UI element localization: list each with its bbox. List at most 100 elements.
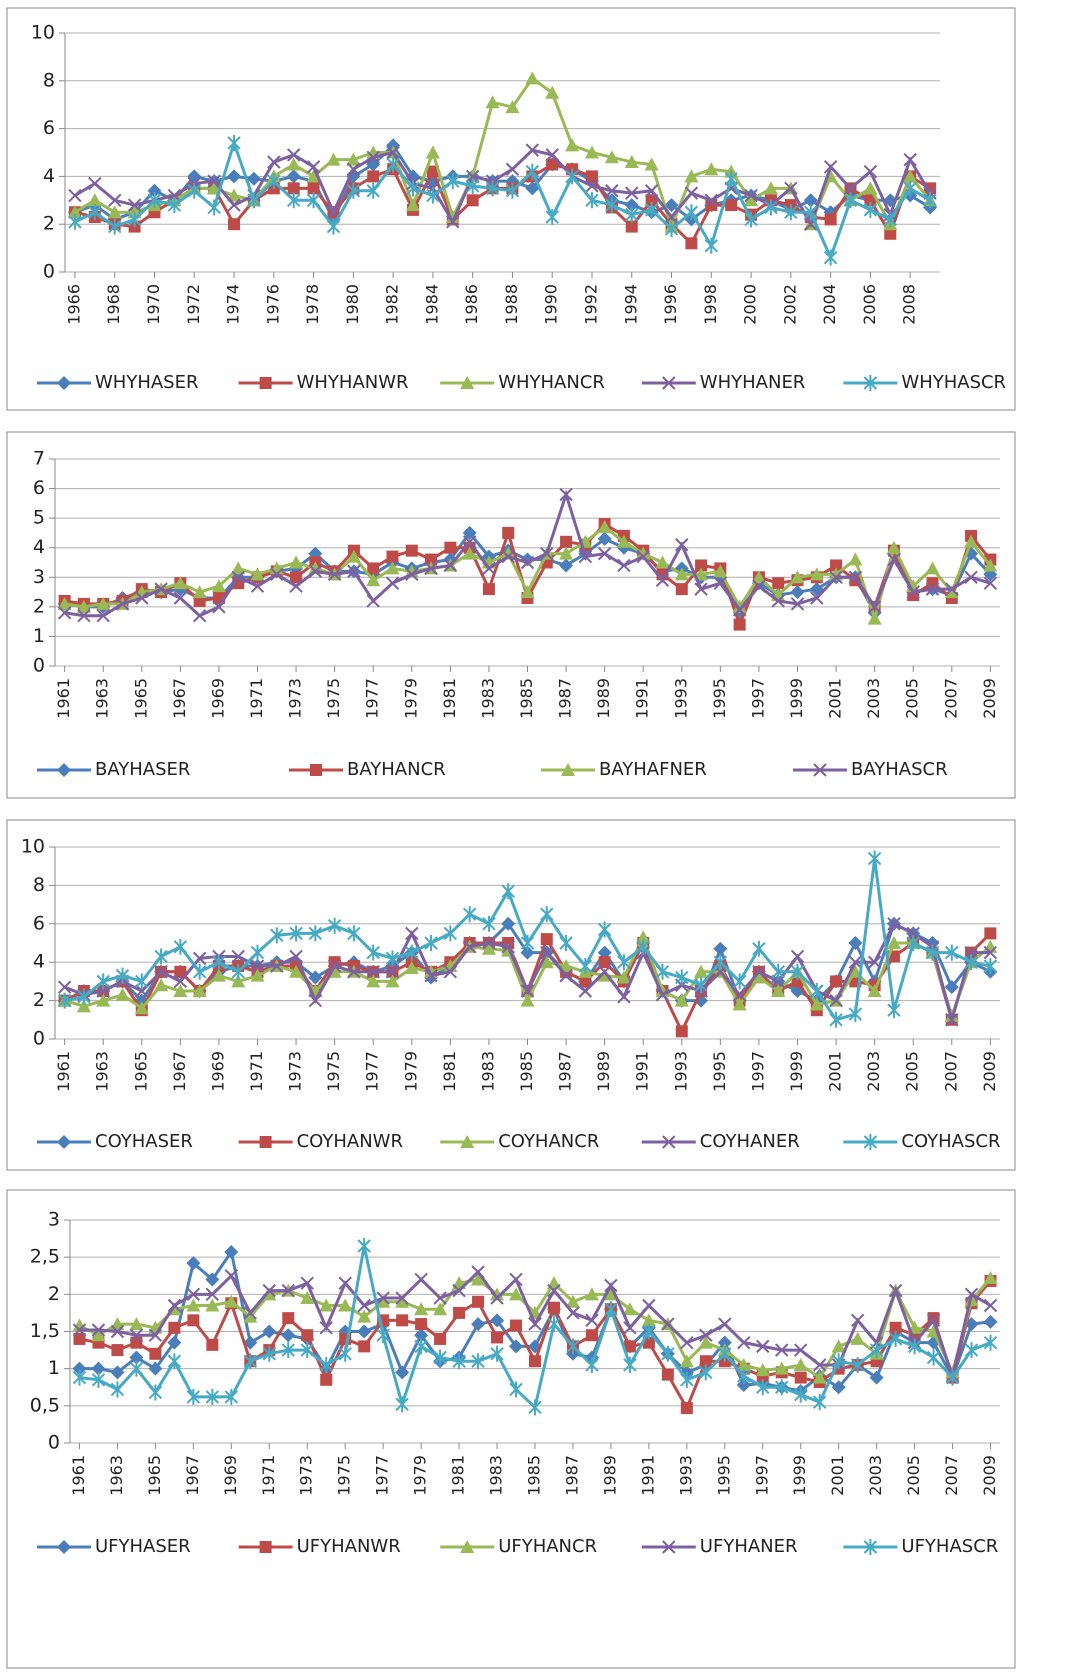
marker [300,1276,314,1290]
marker [57,1135,71,1149]
marker [301,1329,314,1342]
marker [578,984,593,998]
marker [207,174,221,188]
marker [545,148,559,162]
marker [625,206,639,223]
marker [964,570,978,584]
marker [462,906,477,923]
marker [446,173,460,190]
marker [636,546,651,560]
marker [642,1323,656,1340]
marker [386,550,399,563]
y-tick-label: 10 [31,22,55,44]
marker [684,204,699,221]
y-tick-label: 8 [43,69,55,91]
marker [883,211,897,228]
x-tick-label: 2005 [903,678,922,719]
marker [471,1353,485,1370]
marker [559,968,573,983]
marker [578,549,593,564]
x-tick-label: 1997 [748,678,767,719]
marker [243,1306,258,1320]
marker [884,227,897,240]
x-tick-label: 1967 [170,678,189,719]
marker [699,1328,713,1342]
marker [57,376,71,390]
x-tick-label: 1961 [54,1051,73,1092]
x-tick-label: 1961 [54,678,73,719]
marker [357,1298,371,1313]
x-tick-label: 1987 [556,1051,575,1092]
x-tick-label: 1998 [701,284,720,325]
y-tick-label: 0 [43,261,55,283]
marker [174,965,187,978]
marker [597,546,612,561]
marker [578,958,593,975]
marker [675,538,689,552]
marker [385,561,400,575]
x-tick-label: 1973 [286,678,305,719]
marker [925,944,940,961]
marker [205,1298,220,1312]
marker [559,546,574,560]
marker [584,1287,599,1301]
marker [863,1539,878,1555]
marker [679,1354,694,1368]
marker [395,1294,410,1308]
marker [206,1338,219,1351]
legend-label: WHYHANER [700,372,806,393]
marker [485,95,500,109]
marker [903,169,918,183]
marker [270,959,284,973]
marker [148,1328,163,1342]
marker [357,1324,372,1339]
marker [366,594,380,608]
marker [664,220,679,237]
marker [545,209,559,226]
marker [850,1331,865,1345]
marker [732,997,747,1011]
marker [306,160,321,174]
marker [366,965,380,979]
marker [926,1313,941,1328]
marker [528,1399,542,1416]
legend-label: WHYHANWR [297,372,409,393]
marker [804,204,818,221]
marker [446,215,460,229]
marker [831,1339,846,1353]
marker [525,163,540,180]
x-tick-label: 2009 [980,1051,999,1092]
x-tick-label: 1981 [440,1051,459,1092]
x-tick-label: 1971 [259,1455,278,1496]
legend-label: WHYHASCR [901,372,1006,393]
x-tick-label: 1980 [343,284,362,325]
marker [290,571,303,584]
marker [771,963,785,980]
marker [347,564,361,579]
marker [698,1335,713,1349]
marker [565,1294,580,1308]
marker [308,970,323,985]
marker [560,535,573,548]
marker [889,1321,902,1334]
marker [565,168,579,185]
x-tick-label: 2001 [826,678,845,719]
marker [655,963,670,980]
marker [617,990,631,1004]
marker [281,1283,295,1298]
legend-label: BAYHASER [95,759,190,780]
marker [306,169,321,183]
marker [888,1283,903,1298]
marker [466,194,479,207]
x-tick-label: 1988 [502,284,521,325]
marker [831,1380,846,1395]
marker [867,984,882,997]
marker [695,559,708,572]
marker [616,534,631,548]
marker [525,71,540,85]
marker [187,1314,200,1327]
marker [540,906,554,923]
marker [250,579,265,593]
panel-border [6,7,1016,411]
marker [482,561,496,576]
